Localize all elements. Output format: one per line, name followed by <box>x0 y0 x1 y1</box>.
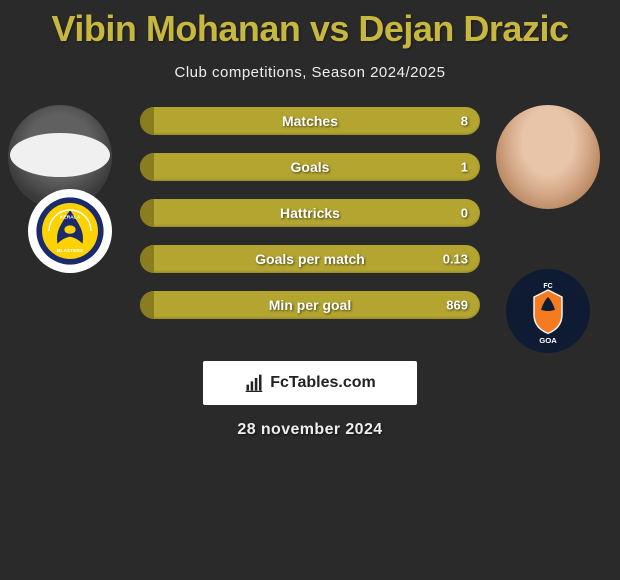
stat-bar-left-segment <box>140 107 154 135</box>
stat-value-right: 0.13 <box>443 252 468 267</box>
player-right-avatar <box>496 105 600 209</box>
club-left-logo: KERALA BLASTERS <box>28 189 112 273</box>
stat-bar-row: Hattricks 0 <box>140 199 480 227</box>
stat-bar-left-segment <box>140 153 154 181</box>
kerala-blasters-icon: KERALA BLASTERS <box>35 196 105 266</box>
page-title: Vibin Mohanan vs Dejan Drazic <box>0 0 620 50</box>
subtitle: Club competitions, Season 2024/2025 <box>0 64 620 81</box>
branding-badge: FcTables.com <box>203 361 417 405</box>
date-text: 28 november 2024 <box>0 421 620 439</box>
stat-label: Min per goal <box>269 297 351 313</box>
stat-label: Goals <box>291 159 330 175</box>
chart-area: KERALA BLASTERS FC GOA Matches8Goals1Hat… <box>0 119 620 349</box>
stat-bar: Goals 1 <box>140 153 480 181</box>
stat-value-right: 869 <box>446 298 468 313</box>
branding-text: FcTables.com <box>270 374 376 392</box>
stat-label: Matches <box>282 113 338 129</box>
stat-bar: Goals per match 0.13 <box>140 245 480 273</box>
club-right-logo: FC GOA <box>506 269 590 353</box>
stat-label: Hattricks <box>280 205 340 221</box>
svg-text:BLASTERS: BLASTERS <box>57 248 84 254</box>
svg-text:FC: FC <box>543 283 552 290</box>
stat-bar-row: Matches 8 <box>140 107 480 135</box>
stat-value-right: 1 <box>461 160 468 175</box>
stat-bar: Matches 8 <box>140 107 480 135</box>
svg-text:KERALA: KERALA <box>60 214 81 220</box>
stat-bar: Min per goal 869 <box>140 291 480 319</box>
stat-bar-left-segment <box>140 291 154 319</box>
stat-bar-row: Goals 1 <box>140 153 480 181</box>
stat-bar-row: Min per goal 869 <box>140 291 480 319</box>
stat-label: Goals per match <box>255 251 365 267</box>
stat-bars: Matches 8 Goals 1 Hattricks 0 Goals per match 0… <box>140 107 480 337</box>
stat-bar-row: Goals per match 0.13 <box>140 245 480 273</box>
fc-goa-icon: FC GOA <box>513 276 583 346</box>
stat-value-right: 8 <box>461 114 468 129</box>
stat-bar: Hattricks 0 <box>140 199 480 227</box>
bar-chart-icon <box>244 373 264 393</box>
svg-text:GOA: GOA <box>539 336 557 345</box>
stat-bar-left-segment <box>140 245 154 273</box>
stat-bar-left-segment <box>140 199 154 227</box>
stat-value-right: 0 <box>461 206 468 221</box>
